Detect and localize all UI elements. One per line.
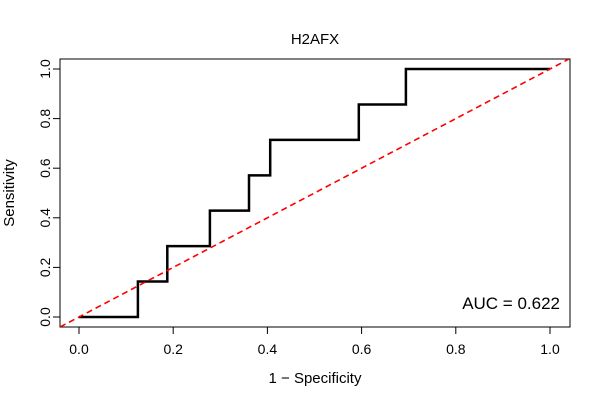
y-tick-label: 0.6 xyxy=(37,158,53,178)
y-tick-label: 0.4 xyxy=(37,208,53,228)
y-axis-label: Sensitivity xyxy=(1,159,18,227)
auc-annotation: AUC = 0.622 xyxy=(462,294,560,313)
x-tick-label: 0.6 xyxy=(352,341,372,357)
plot-frame xyxy=(59,58,571,328)
y-tick-label: 1.0 xyxy=(37,59,53,79)
x-axis-label: 1 − Specificity xyxy=(269,370,362,387)
x-tick-label: 0.8 xyxy=(446,341,466,357)
chart-title: H2AFX xyxy=(291,31,339,48)
x-tick-label: 0.2 xyxy=(163,341,183,357)
x-tick-label: 0.0 xyxy=(69,341,89,357)
x-tick-label: 1.0 xyxy=(540,341,560,357)
x-tick-label: 0.4 xyxy=(258,341,278,357)
y-axis: 0.0 0.2 0.4 0.6 0.8 1.0 xyxy=(37,59,61,327)
x-axis: 0.0 0.2 0.4 0.6 0.8 1.0 xyxy=(69,326,560,357)
y-tick-label: 0.2 xyxy=(37,257,53,277)
roc-curve-line xyxy=(79,67,550,319)
y-tick-label: 0.8 xyxy=(37,109,53,129)
reference-diagonal-line xyxy=(60,59,570,327)
y-tick-label: 0.0 xyxy=(37,307,53,327)
series-layer xyxy=(60,59,570,327)
